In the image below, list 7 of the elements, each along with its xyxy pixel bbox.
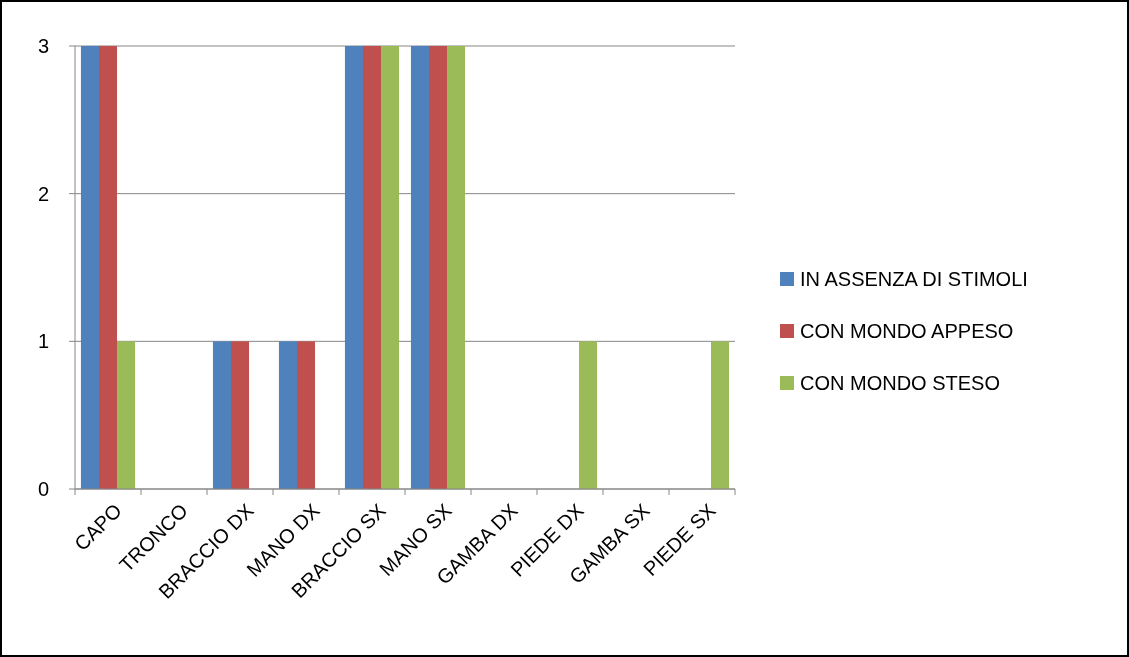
y-tick-label: 3 [37,35,49,57]
legend-label: CON MONDO APPESO [800,320,1014,342]
legend-label: CON MONDO STESO [800,372,1001,394]
y-tick-label: 2 [37,182,49,205]
legend-label: IN ASSENZA DI STIMOLI [800,268,1028,290]
y-tick-label: 1 [37,330,49,353]
y-tick-label: 0 [37,478,49,500]
